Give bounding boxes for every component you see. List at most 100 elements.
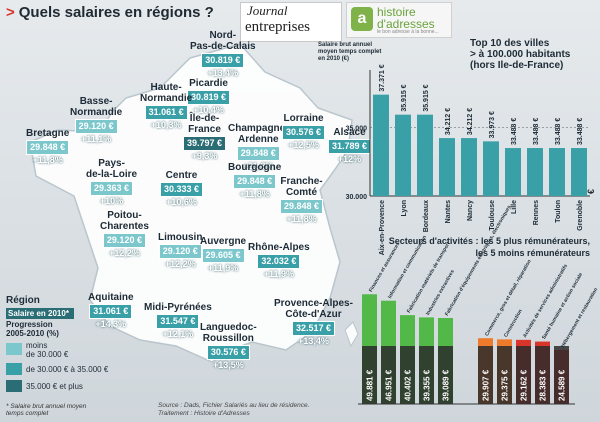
region-name: Poitou- Charentes — [100, 210, 149, 232]
legend-swatch-mid — [6, 363, 22, 375]
city-bar — [549, 148, 565, 196]
region-5: Île-de- France 39.797 € +9,3% — [183, 113, 227, 162]
region-progression: +11,8% — [243, 161, 274, 171]
legend-salary-label: Salaire en 2010* — [6, 308, 74, 319]
city-category-label: Nantes — [445, 200, 452, 223]
region-progression: +12,5% — [288, 140, 319, 150]
region-progression: +10,3% — [150, 120, 182, 130]
region-progression: +13,5% — [212, 360, 244, 370]
city-chart-ytick-label: 30.000 — [346, 194, 368, 201]
region-11: Centre 30.333 € +10,6% — [160, 170, 204, 208]
source-note: Source : Dads, Fichier Salariés au lieu … — [158, 402, 310, 417]
city-bar — [527, 148, 543, 196]
legend-footnote: * Salaire brut annuel moyen temps comple… — [6, 403, 87, 417]
region-salary: 31.061 € — [89, 304, 133, 319]
region-name: Île-de- France — [188, 113, 221, 135]
city-bar-label: 35.915 € — [401, 84, 408, 111]
region-salary: 29.848 € — [236, 146, 280, 161]
region-progression: +14,3% — [95, 319, 127, 329]
city-category-label: Rennes — [533, 200, 540, 225]
region-name: Centre — [165, 170, 198, 181]
region-name: Auvergne — [200, 236, 247, 247]
region-14: Poitou- Charentes 29.120 € +12,2% — [100, 210, 149, 259]
region-8: Alsace 31.789 € +12% — [328, 127, 372, 165]
city-bar-label: 33.488 € — [533, 118, 540, 145]
city-chart-title: Top 10 des villes > à 100.000 habitants (h… — [470, 38, 571, 71]
region-15: Limousin 29.120 € +12,2% — [158, 232, 202, 270]
region-name: Nord- Pas-de-Calais — [190, 30, 256, 52]
legend: Région — [6, 295, 40, 306]
sector-bottom-category-label: Construction — [503, 308, 524, 338]
region-salary: 32.032 € — [257, 254, 301, 269]
legend-item-mid: de 30.000 € à 35.000 € — [26, 365, 109, 374]
sector-top-label-bg — [438, 346, 453, 404]
region-salary: 29.120 € — [74, 119, 118, 134]
sector-top-bar-label: 39.355 € — [423, 369, 432, 401]
region-salary: 31.061 € — [144, 105, 188, 120]
sector-bottom-label-bg — [554, 346, 569, 404]
region-salary: 29.848 € — [280, 199, 324, 214]
city-category-label: Nancy — [467, 200, 474, 221]
region-4: Basse- Normandie 29.120 € +11,1% — [70, 96, 122, 145]
region-progression: +10,6% — [166, 197, 197, 207]
region-name: Champagne- Ardenne — [228, 123, 289, 145]
sector-bottom-label-bg — [516, 346, 531, 404]
city-category-label: Toulouse — [489, 200, 496, 231]
region-progression: +11,9% — [207, 263, 239, 273]
region-progression: +11,8% — [286, 214, 317, 224]
city-bar — [571, 148, 587, 196]
region-6: Champagne- Ardenne 29.848 € +11,8% — [228, 123, 289, 172]
region-salary: 29.120 € — [102, 233, 146, 248]
region-progression: +12% — [337, 154, 362, 164]
city-category-label: Lyon — [401, 200, 408, 216]
legend-swatch-dark — [6, 380, 22, 392]
city-bar-label: 34.212 € — [467, 108, 474, 135]
sector-top-label-bg — [362, 346, 377, 404]
region-name: Rhône-Alpes — [248, 242, 310, 253]
region-salary: 29.848 € — [26, 140, 70, 155]
region-name: Bourgogne — [228, 162, 282, 173]
region-7: Lorraine 30.576 € +12,5% — [282, 113, 326, 151]
region-1: Nord- Pas-de-Calais 30.819 € +13,4% — [190, 30, 256, 79]
city-bar-label: 33.488 € — [577, 118, 584, 145]
city-chart-ytick-label: 35.000 — [346, 125, 368, 132]
sector-top-bar-label: 40.402 € — [404, 369, 413, 401]
sector-top-label-bg — [381, 346, 396, 404]
city-bar-label: 37.371 € — [379, 64, 386, 91]
legend-item-light: moins de 30.000 € — [26, 341, 69, 359]
sector-top-category-label: Fabrication d'équipements électriques, é… — [444, 204, 513, 317]
city-bar — [417, 114, 433, 196]
city-category-label: Lille — [511, 200, 518, 214]
sector-top-bar-label: 39.089 € — [442, 369, 451, 401]
city-chart-currency: € — [586, 189, 596, 194]
region-name: Alsace — [333, 127, 366, 138]
region-name: Picardie — [189, 78, 228, 89]
region-16: Auvergne 29.605 € +11,9% — [200, 236, 246, 274]
region-progression: +12,2% — [164, 259, 196, 269]
region-13: Franche- Comté 29.848 € +11,8% — [280, 176, 324, 225]
city-bar-label: 33.488 € — [555, 118, 562, 145]
region-19: Midi-Pyrénées 31.547 € +12,1% — [144, 302, 212, 340]
region-name: Pays- de-la-Loire — [86, 158, 138, 180]
region-salary: 29.120 € — [158, 244, 202, 259]
region-name: Provence-Alpes- Côte-d'Azur — [274, 298, 353, 320]
city-bar-label: 35.915 € — [423, 84, 430, 111]
region-progression: +13,4% — [298, 336, 329, 346]
legend-item-dark: 35.000 € et plus — [26, 382, 83, 391]
region-progression: +10% — [99, 196, 124, 206]
sector-bottom-bar-label: 29.907 € — [482, 369, 491, 401]
region-progression: +12,2% — [109, 248, 140, 258]
city-bar-label: 33.488 € — [511, 118, 518, 145]
region-salary: 30.819 € — [187, 90, 231, 105]
city-bar — [461, 138, 477, 196]
region-name: Lorraine — [283, 113, 324, 124]
region-progression: +9,3% — [191, 151, 218, 161]
page-title: > Quels salaires en régions ? — [6, 4, 214, 21]
region-salary: 30.576 € — [206, 345, 250, 360]
sector-bottom-bar-label: 28.383 € — [539, 369, 548, 401]
sector-bottom-category-label: Santé humaine et action sociale — [541, 272, 584, 341]
region-21: Provence-Alpes- Côte-d'Azur 32.517 € +13,4… — [274, 298, 353, 347]
region-salary: 30.333 € — [160, 182, 204, 197]
